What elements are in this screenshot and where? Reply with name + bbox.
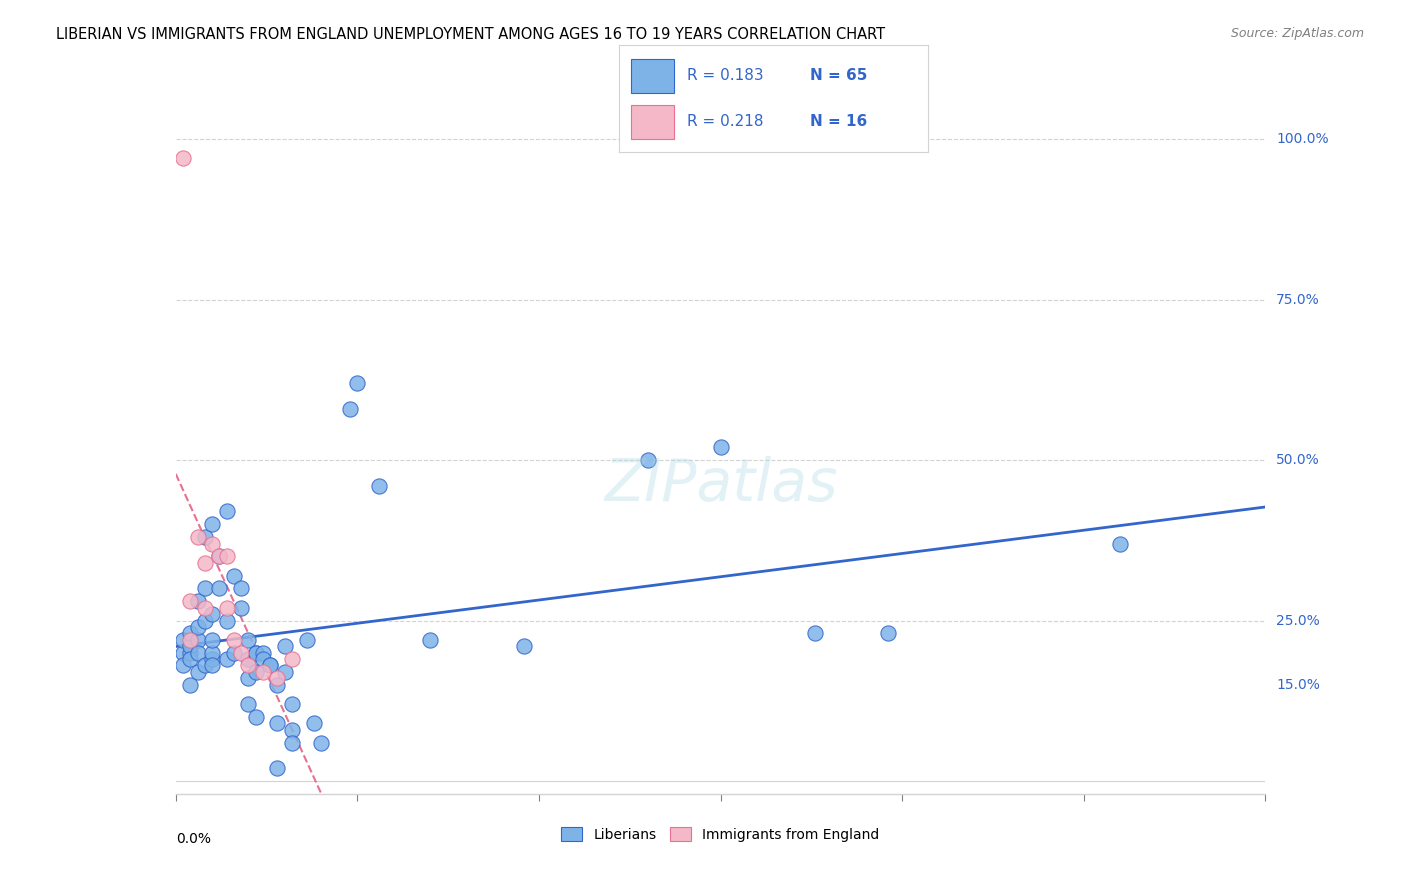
Point [194,658,217,673]
FancyBboxPatch shape [631,59,675,93]
Text: 15.0%: 15.0% [1277,678,1320,692]
Text: N = 16: N = 16 [810,114,868,129]
Point [876,626,898,640]
Point [259,658,281,673]
FancyBboxPatch shape [631,104,675,139]
Point [252,665,274,679]
Point [637,453,659,467]
Point [179,646,201,660]
Point [201,646,224,660]
Point [201,658,224,673]
Point [172,152,194,166]
Point [215,600,238,615]
Point [179,652,201,666]
Text: LIBERIAN VS IMMIGRANTS FROM ENGLAND UNEMPLOYMENT AMONG AGES 16 TO 19 YEARS CORRE: LIBERIAN VS IMMIGRANTS FROM ENGLAND UNEM… [56,27,886,42]
Point [194,600,217,615]
Point [231,582,253,596]
Text: 50.0%: 50.0% [1277,453,1320,467]
Text: 25.0%: 25.0% [1277,614,1320,628]
Point [186,646,209,660]
Point [266,671,288,685]
Point [238,652,260,666]
Point [710,440,733,454]
Point [179,639,201,653]
Text: 0.0%: 0.0% [176,831,211,846]
Point [238,671,260,685]
Point [238,632,260,647]
Point [215,614,238,628]
Point [186,620,209,634]
Point [194,614,217,628]
Point [1109,536,1132,550]
Point [274,639,297,653]
Point [419,632,441,647]
Point [201,652,224,666]
Point [266,678,288,692]
Point [281,735,304,749]
Text: ZIPatlas: ZIPatlas [603,457,838,513]
Point [252,646,274,660]
Point [186,594,209,608]
Point [266,761,288,775]
Point [245,710,267,724]
Point [302,716,325,731]
Point [238,697,260,711]
Point [281,652,304,666]
Legend: Liberians, Immigrants from England: Liberians, Immigrants from England [554,820,887,849]
Point [245,646,267,660]
Point [245,665,267,679]
Point [186,632,209,647]
Point [201,536,224,550]
Point [208,582,231,596]
Point [238,658,260,673]
Point [201,517,224,532]
Point [172,632,194,647]
Point [245,646,267,660]
Point [513,639,536,653]
Point [186,530,209,544]
Point [194,556,217,570]
Point [368,479,391,493]
Point [231,646,253,660]
Point [804,626,827,640]
Point [252,652,274,666]
Point [259,658,281,673]
Point [172,658,194,673]
Point [201,632,224,647]
Point [194,582,217,596]
Text: 100.0%: 100.0% [1277,132,1329,146]
Point [222,646,245,660]
Point [201,607,224,622]
Text: 75.0%: 75.0% [1277,293,1320,307]
Point [179,632,201,647]
Point [295,632,318,647]
Point [222,632,245,647]
Point [215,504,238,518]
Point [186,665,209,679]
Text: R = 0.218: R = 0.218 [686,114,763,129]
Point [339,401,361,416]
Point [231,600,253,615]
Point [179,594,201,608]
Text: Source: ZipAtlas.com: Source: ZipAtlas.com [1230,27,1364,40]
Point [281,723,304,737]
Text: N = 65: N = 65 [810,68,868,83]
Text: R = 0.183: R = 0.183 [686,68,763,83]
Point [266,716,288,731]
Point [208,549,231,564]
Point [309,735,332,749]
Point [194,530,217,544]
Point [346,376,368,390]
Point [215,652,238,666]
Point [179,678,201,692]
Point [179,626,201,640]
Point [281,697,304,711]
Point [274,665,297,679]
Point [208,549,231,564]
Point [172,646,194,660]
Point [222,568,245,582]
Point [215,549,238,564]
